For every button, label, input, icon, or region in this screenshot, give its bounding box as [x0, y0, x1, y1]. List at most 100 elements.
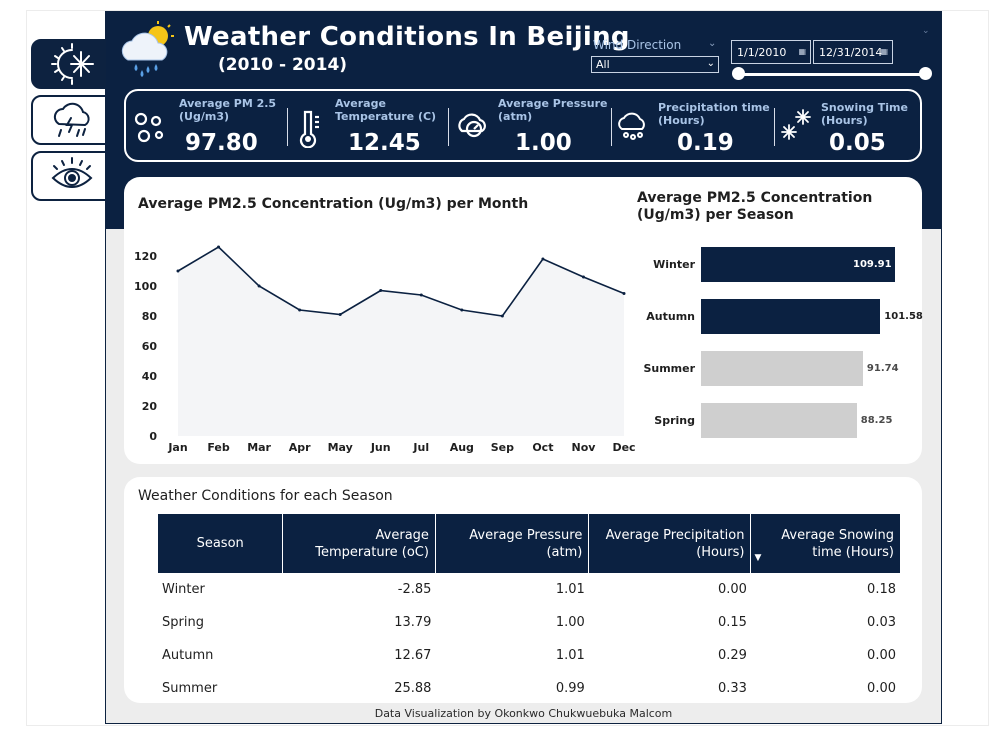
- table-cell-value: 0.00: [717, 582, 747, 597]
- data-point[interactable]: [338, 313, 342, 316]
- kpi-snowing-label: Snowing Time (Hours): [821, 101, 908, 127]
- chevron-down-icon: ⌄: [706, 58, 715, 69]
- x-tick-label: Nov: [571, 441, 596, 454]
- kpi-divider: [448, 108, 449, 146]
- data-point[interactable]: [581, 275, 585, 279]
- season-table: Season Average Temperature (oC) Average …: [158, 514, 900, 705]
- kpi-temperature-label: Average Temperature (C): [335, 97, 437, 123]
- kpi-pressure-value: 1.00: [515, 130, 572, 156]
- data-point[interactable]: [460, 308, 464, 312]
- storm-cloud-icon: [53, 102, 90, 137]
- x-tick-label: Oct: [532, 441, 553, 454]
- data-point[interactable]: [176, 269, 180, 273]
- bar-value-label: 88.25: [860, 415, 893, 426]
- table-row[interactable]: Spring 13.79 1.00 0.15 0.03: [158, 606, 900, 639]
- data-point[interactable]: [622, 292, 626, 295]
- x-tick-label: Feb: [207, 441, 230, 454]
- table-cell-season: Autumn: [162, 648, 214, 663]
- season-bar[interactable]: [701, 351, 863, 386]
- data-point[interactable]: [541, 257, 545, 261]
- eye-icon: [51, 157, 93, 188]
- calendar-icon[interactable]: ▦: [798, 47, 806, 56]
- column-header-snowing[interactable]: Average Snowing time (Hours) ▼: [750, 514, 900, 573]
- data-point[interactable]: [298, 308, 302, 312]
- kpi-precipitation-value: 0.19: [677, 130, 734, 156]
- bar-value-label: 101.58: [884, 311, 923, 322]
- particles-icon: [134, 112, 164, 143]
- table-cell-value: 0.99: [555, 681, 585, 696]
- table-cell-season: Spring: [162, 615, 204, 630]
- bar-value-label: 91.74: [866, 363, 899, 374]
- sort-descending-icon[interactable]: ▼: [754, 553, 762, 563]
- season-bar[interactable]: [701, 403, 857, 438]
- table-row[interactable]: Summer 25.88 0.99 0.33 0.00: [158, 672, 900, 705]
- monthly-area-chart: 0 20 40 60 80 100 120 Jan Feb Mar Apr May Jun Jul Aug S…: [134, 245, 636, 454]
- kpi-temperature-value: 12.45: [348, 130, 421, 156]
- x-tick-label: Jan: [167, 441, 187, 454]
- area-fill: [178, 247, 624, 436]
- table-cell-value: 1.00: [555, 615, 585, 630]
- table-cell-value: 13.79: [394, 615, 432, 630]
- data-point[interactable]: [500, 314, 504, 318]
- kpi-divider: [611, 108, 612, 146]
- report-frame: [26, 10, 989, 726]
- start-date-value: 1/1/2010: [737, 46, 787, 59]
- wind-direction-select[interactable]: All ⌄: [591, 56, 719, 73]
- kpi-strip: Average PM 2.5 (Ug/m3) 97.80 Average Tempe…: [124, 89, 922, 162]
- data-point[interactable]: [419, 293, 423, 297]
- column-header-season[interactable]: Season: [158, 514, 284, 573]
- nav-button-precipitation[interactable]: [31, 95, 115, 145]
- kpi-pm25-label: Average PM 2.5 (Ug/m3): [179, 97, 277, 123]
- table-cell-value: 0.15: [717, 615, 747, 630]
- end-date-value: 12/31/2014: [819, 46, 883, 59]
- kpi-pm25-value: 97.80: [185, 130, 258, 156]
- column-header-temperature[interactable]: Average Temperature (oC): [282, 514, 436, 573]
- table-cell-value: 1.01: [555, 648, 585, 663]
- date-range-slider[interactable]: [738, 73, 926, 76]
- data-point[interactable]: [379, 289, 383, 292]
- chevron-down-icon[interactable]: ⌄: [922, 26, 930, 36]
- column-header-snowing-label: Average Snowing time (Hours): [781, 527, 894, 560]
- season-bar[interactable]: [701, 299, 881, 334]
- calendar-icon[interactable]: ▦: [880, 47, 888, 56]
- slider-end-handle[interactable]: [919, 67, 932, 80]
- bar-category-label: Spring: [654, 414, 695, 427]
- kpi-divider: [287, 108, 288, 146]
- y-tick-label: 100: [134, 280, 157, 293]
- page-title: Weather Conditions In Beijing: [184, 22, 630, 52]
- column-header-precipitation[interactable]: Average Precipitation (Hours): [588, 514, 752, 573]
- table-cell-value: 0.03: [867, 615, 896, 630]
- kpi-pressure-label: Average Pressure (atm): [498, 97, 608, 123]
- x-tick-label: Jul: [412, 441, 429, 454]
- table-cell-value: 25.88: [394, 681, 432, 696]
- x-tick-label: Mar: [247, 441, 271, 454]
- rain-cloud-icon: [618, 112, 645, 140]
- table-cell-value: -2.85: [397, 582, 432, 597]
- season-chart-title: Average PM2.5 Concentration (Ug/m3) per …: [637, 190, 873, 223]
- slider-start-handle[interactable]: [732, 67, 745, 80]
- nav-button-overview[interactable]: [31, 151, 115, 201]
- table-row[interactable]: Winter -2.85 1.01 0.00 0.18: [158, 573, 900, 606]
- kpi-divider: [774, 108, 775, 146]
- x-tick-label: Aug: [450, 441, 474, 454]
- data-point[interactable]: [257, 284, 261, 288]
- y-tick-label: 20: [142, 400, 158, 413]
- data-point[interactable]: [217, 245, 221, 249]
- kpi-snowing-value: 0.05: [829, 130, 886, 156]
- table-row[interactable]: Autumn 12.67 1.01 0.29 0.00: [158, 639, 900, 672]
- kpi-precipitation-label: Precipitation time (Hours): [658, 101, 770, 127]
- weather-logo-icon: [121, 21, 174, 77]
- end-date-input[interactable]: 12/31/2014 ▦: [813, 40, 893, 64]
- x-tick-label: Apr: [289, 441, 311, 454]
- table-cell-value: 12.67: [394, 648, 432, 663]
- nav-button-weather[interactable]: [31, 39, 115, 89]
- season-bar[interactable]: [701, 247, 895, 282]
- table-cell-value: 1.01: [555, 582, 585, 597]
- bar-category-label: Summer: [643, 362, 695, 375]
- table-cell-value: 0.18: [867, 582, 896, 597]
- table-cell-season: Winter: [162, 582, 205, 597]
- start-date-input[interactable]: 1/1/2010 ▦: [731, 40, 811, 64]
- series-line: [177, 246, 625, 317]
- table-cell-value: 0.29: [717, 648, 747, 663]
- column-header-pressure[interactable]: Average Pressure (atm): [435, 514, 590, 573]
